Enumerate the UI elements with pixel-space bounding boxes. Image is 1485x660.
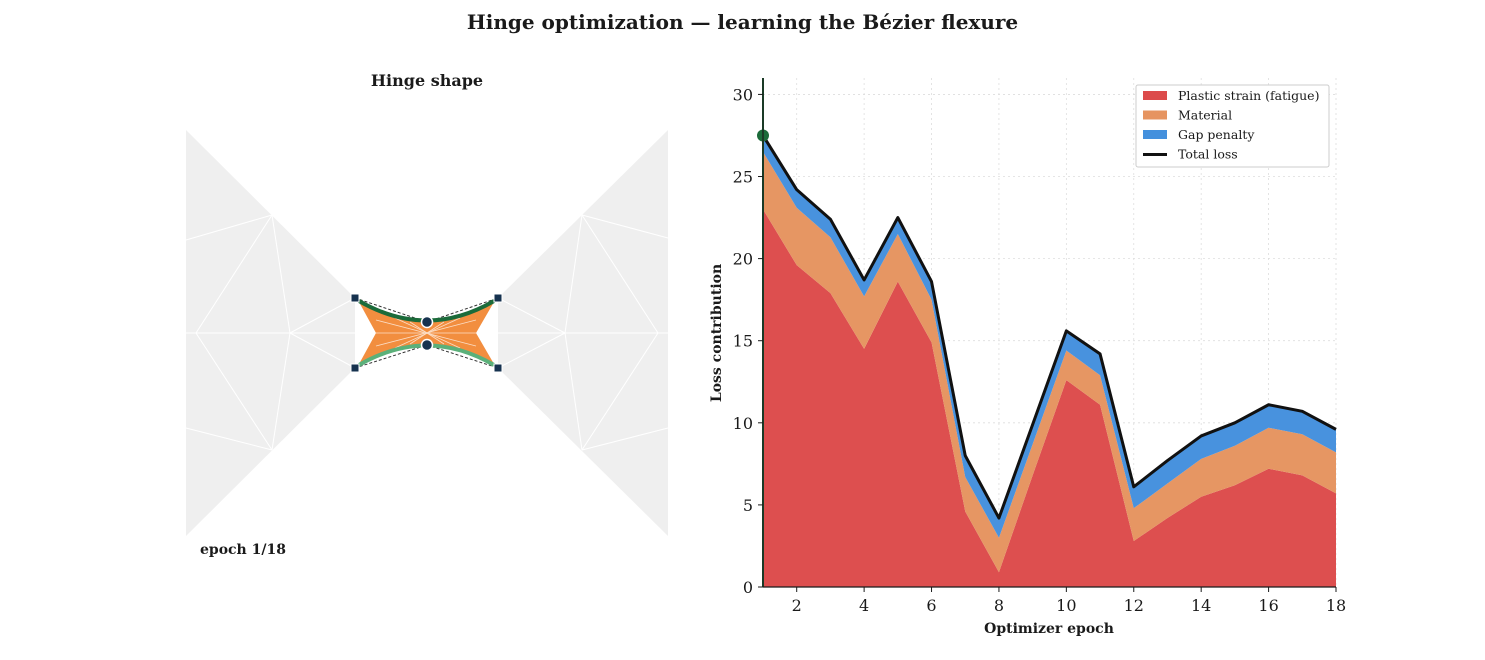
area-material xyxy=(763,151,1336,573)
control-point-square xyxy=(350,363,360,373)
legend-swatch xyxy=(1143,91,1167,100)
x-tick-label: 18 xyxy=(1326,596,1346,615)
legend-label: Total loss xyxy=(1178,147,1238,162)
control-point-square xyxy=(350,293,360,303)
y-tick-label: 5 xyxy=(743,496,753,515)
legend-swatch xyxy=(1143,130,1167,139)
area-plastic-strain-fatigue- xyxy=(763,209,1336,587)
control-point-square xyxy=(493,363,503,373)
figure-title: Hinge optimization — learning the Bézier… xyxy=(466,10,1019,34)
x-tick-label: 6 xyxy=(926,596,936,615)
x-tick-label: 14 xyxy=(1191,596,1211,615)
x-tick-label: 4 xyxy=(859,596,869,615)
x-tick-label: 8 xyxy=(994,596,1004,615)
y-tick-label: 20 xyxy=(733,250,753,269)
control-point-circle xyxy=(420,315,434,329)
control-polygon xyxy=(354,297,499,369)
legend-swatch xyxy=(1143,110,1167,120)
y-axis-label: Loss contribution xyxy=(709,264,725,402)
y-tick-label: 30 xyxy=(733,85,753,104)
x-axis-label: Optimizer epoch xyxy=(984,621,1114,637)
y-tick-label: 10 xyxy=(733,414,753,433)
chart-legend: Plastic strain (fatigue) Material Gap pena… xyxy=(1135,84,1330,168)
mesh-lines xyxy=(185,214,669,451)
x-tick-label: 16 xyxy=(1258,596,1278,615)
y-tick-label: 0 xyxy=(743,578,753,597)
total-loss-line xyxy=(761,134,1337,520)
chart-axes xyxy=(762,78,1336,588)
y-tick-label: 15 xyxy=(733,332,753,351)
legend-label: Gap penalty xyxy=(1178,127,1255,142)
stacked-areas xyxy=(763,135,1336,587)
chart-ticks: 2 4 6 8 10 12 14 16 18 0 5 10 15 20 25 30 xyxy=(733,85,1347,615)
legend-box xyxy=(1135,84,1330,168)
hinge-mesh xyxy=(375,317,477,349)
x-tick-label: 12 xyxy=(1124,596,1144,615)
hinge-panel-title: Hinge shape xyxy=(370,71,484,90)
epoch-label: epoch 1/18 xyxy=(200,542,286,558)
control-point-circle xyxy=(420,338,434,352)
legend-label: Plastic strain (fatigue) xyxy=(1178,88,1319,103)
legend-label: Material xyxy=(1178,108,1232,123)
x-tick-label: 10 xyxy=(1056,596,1076,615)
x-tick-label: 2 xyxy=(792,596,802,615)
y-tick-label: 25 xyxy=(733,168,753,187)
control-point-square xyxy=(493,293,503,303)
